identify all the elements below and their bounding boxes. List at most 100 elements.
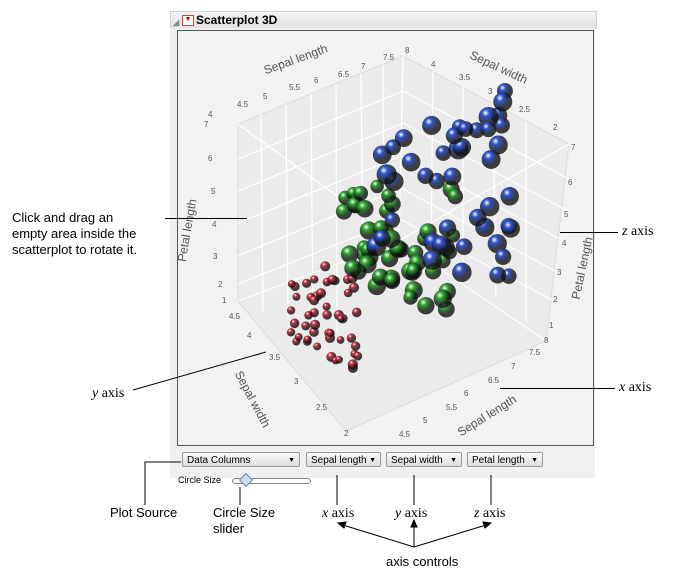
chevron-down-icon: ▼	[288, 457, 295, 464]
z-axis-dropdown[interactable]: Petal length ▼	[467, 452, 543, 467]
tick-label: 2.5	[519, 105, 531, 114]
setosa-point	[310, 275, 319, 284]
tick-label: 8	[405, 46, 410, 55]
virginica-point	[385, 139, 401, 156]
virginica-point	[501, 219, 520, 238]
virginica-point	[488, 135, 508, 155]
virginica-point	[480, 121, 497, 138]
tick-label: 6	[208, 154, 213, 163]
setosa-point	[335, 355, 344, 364]
virginica-point	[422, 115, 442, 135]
tick-label: 3.5	[459, 73, 471, 82]
tick-label: 2	[218, 280, 223, 289]
disclosure-icon[interactable]: ◢	[173, 18, 180, 27]
y-control-callout: y axis	[395, 506, 428, 521]
setosa-point	[322, 302, 331, 311]
tick-label: 6	[464, 389, 469, 398]
virginica-point	[373, 229, 391, 247]
virginica-point	[479, 197, 500, 217]
setosa-point	[302, 278, 312, 288]
dropdown-value: Sepal length	[311, 455, 367, 466]
chevron-down-icon: ▼	[369, 457, 376, 464]
chevron-down-icon: ▼	[531, 457, 538, 464]
dropdown-value: Sepal width	[391, 455, 443, 466]
panel-title: Scatterplot 3D	[196, 13, 278, 27]
plot-source-callout: Plot Source	[110, 505, 178, 520]
tick-label: 4.5	[229, 312, 241, 321]
tick-label: 5	[263, 92, 268, 101]
versicolor-point	[403, 290, 418, 305]
setosa-point	[309, 295, 320, 306]
setosa-point	[327, 274, 338, 285]
setosa-point	[315, 288, 327, 299]
setosa-point	[313, 342, 322, 351]
tick-label: 3	[557, 268, 562, 277]
tick-label: 5.5	[446, 403, 458, 412]
virginica-point	[493, 92, 513, 112]
tick-label: 5	[211, 187, 216, 196]
setosa-point	[310, 319, 321, 330]
tick-label: 4	[208, 110, 213, 119]
plot-source-dropdown[interactable]: Data Columns ▼	[182, 452, 300, 467]
tick-label: 4	[212, 220, 217, 229]
y-axis-dropdown[interactable]: Sepal width ▼	[386, 452, 462, 467]
red-triangle-menu-icon[interactable]: ▼	[182, 15, 194, 26]
virginica-point	[478, 106, 499, 128]
x-axis-dropdown[interactable]: Sepal length ▼	[306, 452, 381, 467]
tick-label: 7	[361, 62, 366, 71]
tick-label: 7.5	[383, 53, 395, 62]
x-axis-callout: x axis	[619, 380, 652, 395]
versicolor-point	[405, 262, 423, 280]
tick-label: 7	[511, 362, 516, 371]
virginica-point	[422, 250, 443, 270]
tick-label: 7.5	[529, 348, 541, 357]
setosa-point	[350, 341, 361, 351]
axis-controls-callout: axis controls	[386, 554, 459, 569]
virginica-point	[487, 234, 507, 254]
virginica-point	[417, 167, 434, 185]
tick-label: 5	[423, 416, 428, 425]
tick-label: 6	[568, 178, 573, 187]
virginica-point	[455, 238, 473, 256]
scatterplot-3d-canvas[interactable]: 4 4.5 5 5.5 6 6.5 7 7.5 8 Sepal length 4 3.5 3 2.5 2 Se…	[175, 30, 596, 446]
virginica-point	[481, 149, 501, 169]
virginica-point	[452, 262, 472, 283]
virginica-point	[468, 208, 487, 227]
setosa-point	[292, 292, 301, 301]
tick-label: 5.5	[289, 83, 301, 92]
virginica-point	[431, 235, 452, 255]
virginica-point	[435, 145, 452, 161]
hint-line: Click and drag an	[12, 210, 114, 225]
versicolor-point	[433, 289, 452, 309]
rotate-hint: Click and drag an empty area inside the …	[12, 210, 137, 258]
tick-label: 5	[564, 210, 569, 219]
tick-label: 2.5	[316, 403, 328, 412]
versicolor-point	[447, 188, 464, 205]
tick-label: 7	[571, 143, 576, 152]
tick-label: 3.5	[269, 353, 281, 362]
z-control-callout: z axis	[474, 506, 506, 521]
tick-label: 4.5	[399, 430, 411, 439]
tick-label: 3	[213, 252, 218, 261]
tick-label: 2	[553, 295, 558, 304]
circle-size-callout: Circle Size slider	[213, 505, 276, 536]
setosa-point	[346, 333, 357, 343]
versicolor-point	[344, 259, 362, 277]
tick-label: 2	[344, 429, 349, 438]
z-axis-callout: z axis	[622, 224, 654, 239]
setosa-point	[303, 335, 312, 344]
versicolor-point	[370, 179, 384, 194]
circle-size-slider[interactable]	[232, 472, 311, 488]
tick-label: 2	[553, 123, 558, 132]
tick-label: 3	[294, 377, 299, 386]
callout-line	[560, 232, 618, 233]
setosa-point	[351, 307, 362, 318]
versicolor-point	[356, 200, 374, 218]
versicolor-point	[340, 245, 359, 263]
tick-label: 4	[431, 60, 436, 69]
circle-size-label: Circle Size	[178, 475, 222, 485]
x-control-callout: x axis	[322, 506, 355, 521]
virginica-point	[438, 219, 457, 237]
